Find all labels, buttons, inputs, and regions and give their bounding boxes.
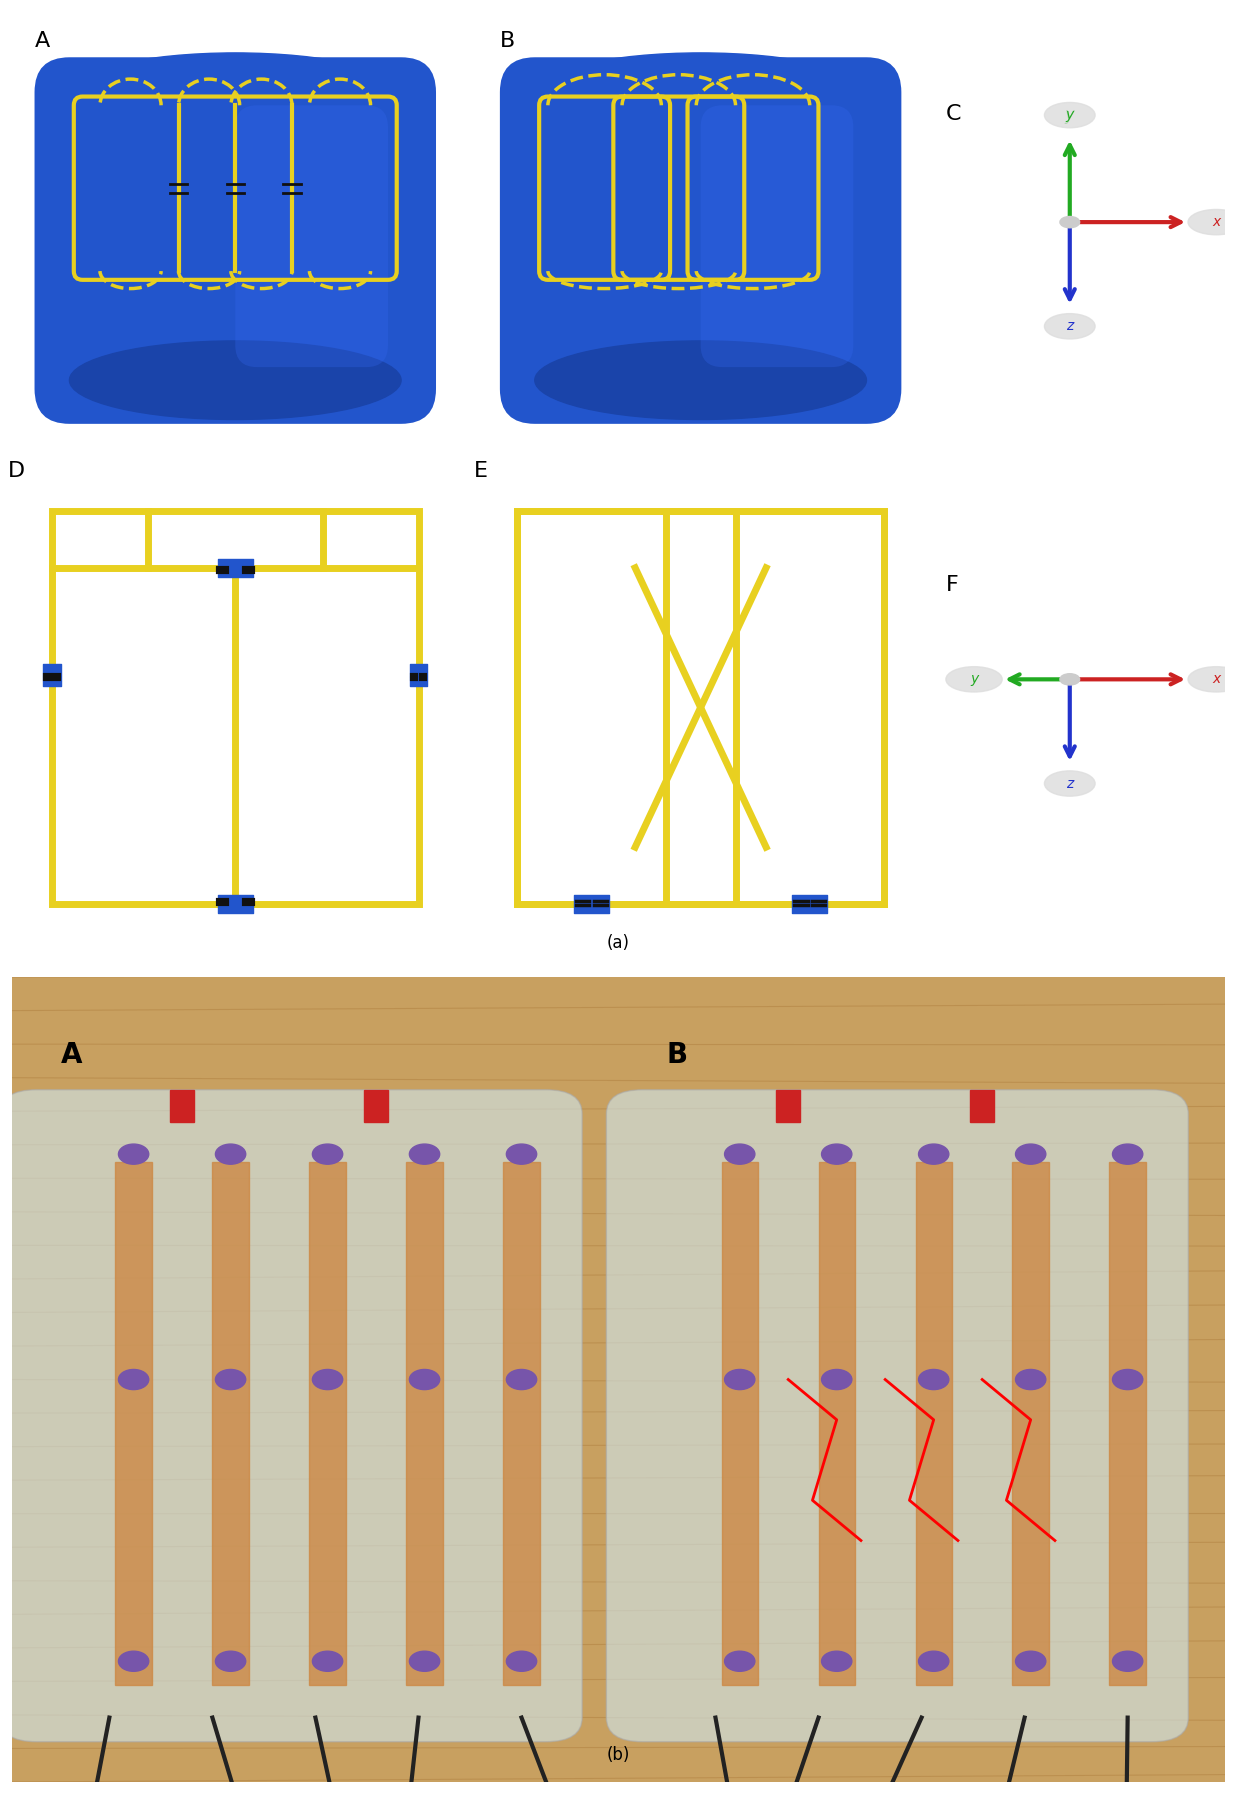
Ellipse shape xyxy=(1060,216,1080,229)
Text: z: z xyxy=(1066,319,1074,333)
Ellipse shape xyxy=(534,340,866,419)
Ellipse shape xyxy=(725,1370,755,1390)
Text: (b): (b) xyxy=(607,1746,630,1764)
Ellipse shape xyxy=(1044,313,1095,338)
Ellipse shape xyxy=(534,52,866,131)
Bar xyxy=(115,1163,152,1685)
Ellipse shape xyxy=(409,1370,439,1390)
Ellipse shape xyxy=(215,1145,246,1165)
Bar xyxy=(406,1163,443,1685)
FancyBboxPatch shape xyxy=(700,104,854,367)
Ellipse shape xyxy=(119,1370,148,1390)
Bar xyxy=(776,1089,800,1121)
Ellipse shape xyxy=(313,1145,343,1165)
Ellipse shape xyxy=(69,52,401,131)
Text: B: B xyxy=(667,1042,688,1069)
Text: D: D xyxy=(9,461,26,481)
Ellipse shape xyxy=(215,1370,246,1390)
Text: x: x xyxy=(1212,673,1221,686)
Bar xyxy=(309,1163,346,1685)
Text: (a): (a) xyxy=(607,934,630,952)
Ellipse shape xyxy=(215,1651,246,1672)
FancyBboxPatch shape xyxy=(0,1089,583,1742)
Ellipse shape xyxy=(946,666,1002,691)
Ellipse shape xyxy=(506,1145,537,1165)
Ellipse shape xyxy=(1016,1651,1045,1672)
Ellipse shape xyxy=(1060,673,1080,686)
Text: A: A xyxy=(35,31,49,50)
Ellipse shape xyxy=(919,1370,949,1390)
Ellipse shape xyxy=(1044,103,1095,128)
Text: y: y xyxy=(1065,108,1074,122)
Ellipse shape xyxy=(119,1145,148,1165)
Ellipse shape xyxy=(1188,666,1237,691)
Ellipse shape xyxy=(1112,1651,1143,1672)
Ellipse shape xyxy=(1112,1145,1143,1165)
Bar xyxy=(1012,1163,1049,1685)
Text: E: E xyxy=(474,461,487,481)
Text: y: y xyxy=(970,673,978,686)
FancyBboxPatch shape xyxy=(500,58,902,423)
Bar xyxy=(1110,1163,1145,1685)
Ellipse shape xyxy=(1044,770,1095,796)
Text: x: x xyxy=(1212,216,1221,229)
Bar xyxy=(169,1089,194,1121)
Bar xyxy=(364,1089,388,1121)
Bar xyxy=(503,1163,539,1685)
Ellipse shape xyxy=(1188,209,1237,234)
Ellipse shape xyxy=(821,1651,852,1672)
Ellipse shape xyxy=(1112,1370,1143,1390)
Ellipse shape xyxy=(313,1370,343,1390)
Text: A: A xyxy=(61,1042,83,1069)
Text: C: C xyxy=(946,104,961,124)
Bar xyxy=(721,1163,758,1685)
FancyBboxPatch shape xyxy=(235,104,388,367)
Ellipse shape xyxy=(821,1145,852,1165)
Ellipse shape xyxy=(409,1145,439,1165)
Ellipse shape xyxy=(1016,1370,1045,1390)
Bar xyxy=(915,1163,952,1685)
Ellipse shape xyxy=(821,1370,852,1390)
Bar xyxy=(213,1163,249,1685)
Ellipse shape xyxy=(313,1651,343,1672)
Text: F: F xyxy=(946,576,959,596)
Bar xyxy=(819,1163,855,1685)
FancyBboxPatch shape xyxy=(35,58,435,423)
Bar xyxy=(970,1089,995,1121)
Ellipse shape xyxy=(119,1651,148,1672)
Ellipse shape xyxy=(1016,1145,1045,1165)
Ellipse shape xyxy=(725,1145,755,1165)
Text: y: y xyxy=(1065,106,1075,124)
Ellipse shape xyxy=(725,1651,755,1672)
Ellipse shape xyxy=(919,1145,949,1165)
Ellipse shape xyxy=(506,1651,537,1672)
FancyBboxPatch shape xyxy=(606,1089,1189,1742)
Text: z: z xyxy=(1066,776,1074,790)
Ellipse shape xyxy=(409,1651,439,1672)
Ellipse shape xyxy=(69,340,401,419)
Text: B: B xyxy=(500,31,515,50)
Ellipse shape xyxy=(919,1651,949,1672)
Ellipse shape xyxy=(506,1370,537,1390)
